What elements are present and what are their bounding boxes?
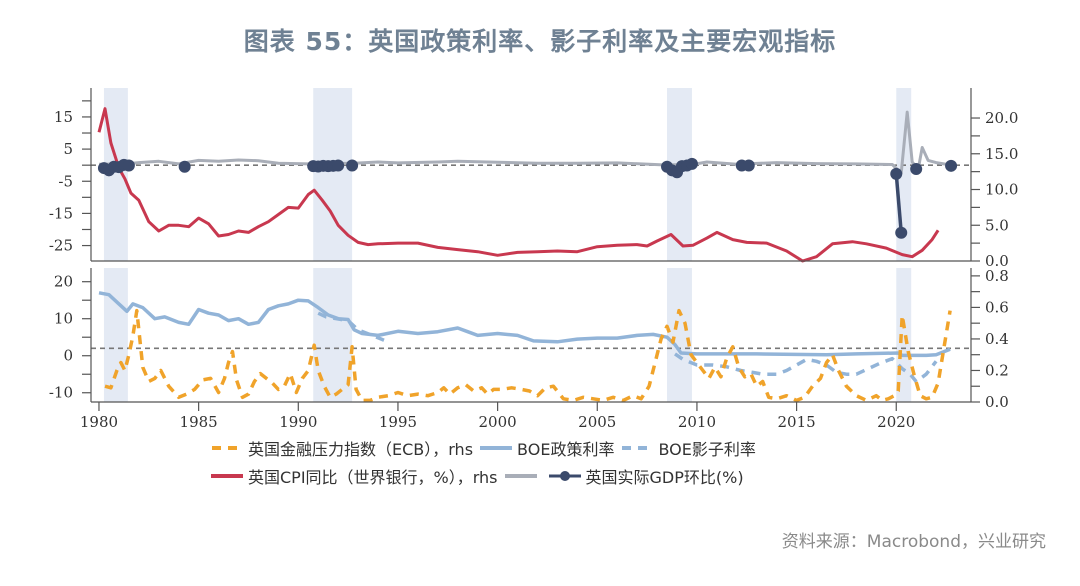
solid-grey-line-icon	[504, 474, 537, 478]
legend-item-cpi: 英国CPI同比（世界银行，%），rhs	[210, 464, 498, 488]
gdp-data-point	[332, 159, 345, 172]
legend-label-cpi: 英国CPI同比（世界银行，%），rhs	[248, 468, 498, 487]
legend: 英国金融压力指数（ECB），rhs BOE政策利率 BOE影子利率 英国CPI同…	[210, 434, 762, 490]
legend-label-stress-index: 英国金融压力指数（ECB），rhs	[248, 440, 474, 459]
left-tick-label: -25	[49, 237, 73, 255]
gdp-data-point	[910, 163, 923, 176]
x-tick-label: 2000	[479, 413, 517, 431]
top-panel: 15 5 -5 -15 -25 20.0 15.0 10.0 5.0 0.0	[49, 88, 1018, 270]
x-tick-label: 1980	[80, 413, 118, 431]
legend-item-gdp-dots: 英国实际GDP环比(%)	[548, 464, 744, 488]
x-tick-label: 2015	[778, 413, 816, 431]
legend-item-gdp-line	[504, 469, 542, 483]
right-tick-label: 5.0	[985, 216, 1009, 234]
chart-title: 图表 55：英国政策利率、影子利率及主要宏观指标	[243, 27, 837, 56]
cpi-line	[97, 107, 940, 263]
x-tick-label: 2020	[877, 413, 915, 431]
x-tick-label: 1995	[379, 413, 417, 431]
legend-item-policy-rate: BOE政策利率	[479, 436, 614, 460]
dashed-orange-line-icon	[212, 446, 242, 450]
x-tick-label: 2010	[678, 413, 716, 431]
left-tick-label: 15	[54, 108, 73, 126]
shadow-rate-line	[317, 311, 385, 342]
legend-item-stress-index: 英国金融压力指数（ECB），rhs	[210, 436, 473, 460]
gdp-data-point	[890, 167, 903, 180]
x-tick-label: 2005	[578, 413, 616, 431]
legend-row-1: 英国金融压力指数（ECB），rhs BOE政策利率 BOE影子利率	[210, 434, 762, 462]
gdp-data-point	[685, 157, 698, 170]
legend-item-shadow-rate: BOE影子利率	[620, 436, 756, 460]
right-tick-label: 0.0	[985, 393, 1009, 411]
gdp-data-point	[178, 160, 191, 173]
gdp-data-point	[945, 159, 958, 172]
right-tick-label: 15.0	[985, 145, 1018, 163]
legend-row-2: 英国CPI同比（世界银行，%），rhs 英国实际GDP环比(%)	[210, 462, 762, 490]
x-tick-label: 1990	[279, 413, 317, 431]
left-tick-label: -10	[49, 384, 73, 402]
left-tick-label: 0	[63, 347, 73, 365]
x-tick-label: 1985	[180, 413, 218, 431]
right-tick-label: 0.8	[985, 267, 1009, 285]
right-tick-label: 0.2	[985, 361, 1009, 379]
solid-red-line-icon	[211, 474, 243, 478]
gdp-data-point	[122, 159, 135, 172]
recession-band	[896, 268, 912, 402]
right-tick-label: 0.0	[985, 252, 1009, 270]
recession-band	[667, 268, 692, 402]
right-tick-label: 20.0	[985, 109, 1018, 127]
gdp-drop-line	[894, 173, 903, 233]
recession-band	[313, 268, 353, 402]
left-tick-label: 10	[54, 310, 73, 328]
solid-blue-line-icon	[480, 446, 513, 450]
left-tick-label: -5	[58, 172, 73, 190]
shadow-rate-line	[674, 352, 938, 384]
legend-label-policy-rate: BOE政策利率	[517, 440, 615, 459]
source-note: 资料来源：Macrobond，兴业研究	[781, 532, 1046, 552]
gdp-data-point	[346, 159, 359, 172]
legend-label-shadow-rate: BOE影子利率	[658, 440, 756, 459]
gdp-line-line	[98, 110, 953, 175]
right-tick-label: 0.6	[985, 298, 1009, 316]
left-tick-label: -15	[49, 204, 73, 222]
dot-line-marker-icon	[548, 471, 581, 481]
dashed-blue-line-icon	[622, 446, 653, 450]
gdp-data-point	[895, 226, 908, 239]
legend-label-gdp-dots: 英国实际GDP环比(%)	[585, 468, 744, 487]
left-tick-label: 20	[54, 273, 73, 291]
gdp-data-point	[742, 159, 755, 172]
recession-band	[103, 268, 128, 402]
right-tick-label: 0.4	[985, 330, 1009, 348]
right-tick-label: 10.0	[985, 181, 1018, 199]
left-tick-label: 5	[63, 140, 73, 158]
policy-rate-line	[98, 291, 951, 358]
